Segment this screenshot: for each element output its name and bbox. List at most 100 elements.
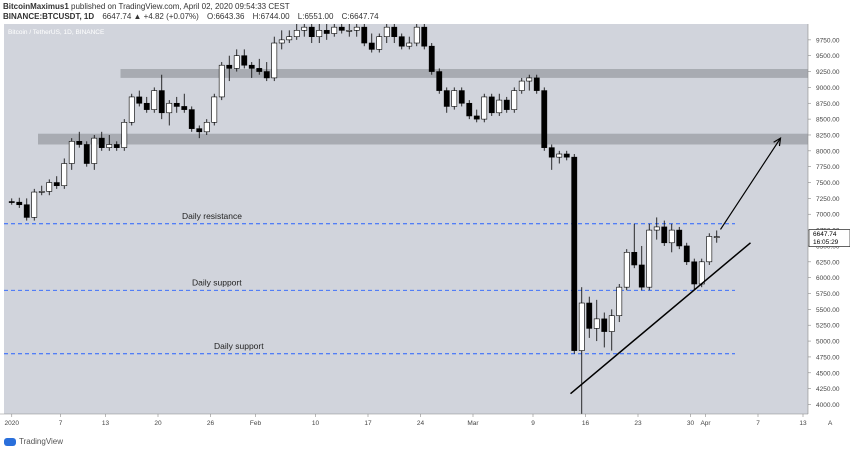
candle-body (548, 147, 555, 158)
price-tick-label: 8000.00 (816, 148, 840, 155)
candle-body (473, 115, 480, 120)
candle-body (646, 229, 653, 288)
price-tick-label: 6250.00 (816, 259, 840, 266)
price-tick-label: 5750.00 (816, 291, 840, 298)
candle-body (706, 236, 713, 263)
price-tick-label: 5000.00 (816, 339, 840, 346)
time-tick-label: 2020 (5, 420, 20, 427)
time-tick-label: 20 (154, 420, 162, 427)
candle-body (503, 99, 510, 110)
candle-body (106, 144, 113, 148)
price-tick-label: 4500.00 (816, 370, 840, 377)
candle-body (691, 261, 698, 285)
candle-body (608, 315, 615, 332)
candle-body (121, 121, 128, 148)
candle-body (308, 26, 315, 37)
chart-footer: TradingView (0, 433, 850, 451)
candle-body (76, 141, 83, 145)
candle-body (91, 137, 98, 164)
time-tick-label: Feb (250, 420, 262, 427)
time-axis (0, 414, 850, 433)
price-tick-label: 9250.00 (816, 69, 840, 76)
time-tick-label: Apr (700, 420, 711, 427)
candle-body (713, 236, 720, 238)
candle-body (421, 26, 428, 47)
candle-body (218, 64, 225, 98)
candle-body (233, 55, 240, 69)
time-tick-label: 7 (59, 420, 63, 427)
candle-body (46, 182, 53, 192)
candle-body (203, 121, 210, 133)
arrow-head (773, 136, 782, 147)
candle-body (451, 90, 458, 107)
candle-body (16, 201, 23, 206)
price-tick-label: 8750.00 (816, 101, 840, 108)
candle-body (211, 96, 218, 123)
candle-body (436, 71, 443, 91)
open-label: O: (207, 12, 216, 21)
candle-body (376, 36, 383, 50)
projection-arrow (719, 137, 782, 230)
candle-body (353, 26, 360, 31)
candle-body (271, 42, 278, 79)
candle-body (23, 204, 30, 218)
level-label: Daily support (192, 277, 242, 287)
close-value: 6647.74 (349, 12, 379, 21)
symbol-label[interactable]: BINANCE:BTCUSDT, 1D (3, 12, 95, 21)
tradingview-logo[interactable]: TradingView (4, 437, 63, 446)
candle-body (563, 153, 570, 158)
candle-body (83, 144, 90, 164)
candlestick-chart[interactable]: Bitcoin / TetherUS, 1D, BINANCE Daily res… (0, 24, 850, 433)
candle-body (398, 36, 405, 47)
candle-body (616, 286, 623, 317)
price-tick-label: 5500.00 (816, 307, 840, 314)
publish-info: published on TradingView.com, April 02, … (71, 2, 290, 11)
candle-body (593, 318, 600, 329)
candle-body (586, 302, 593, 329)
candle-body (113, 144, 120, 148)
candle-body (383, 26, 390, 37)
price-tick-label: 6500.00 (816, 243, 840, 250)
candle-body (316, 30, 323, 37)
candle-body (638, 264, 645, 288)
candle-body (458, 90, 465, 104)
candle-body (541, 90, 548, 148)
tradingview-icon (4, 437, 16, 446)
candle-body (151, 90, 158, 110)
time-tick-label: 7 (756, 420, 760, 427)
candle-body (481, 96, 488, 120)
candle-body (196, 128, 203, 133)
price-tick-label: 7000.00 (816, 212, 840, 219)
candle-body (661, 226, 668, 244)
high-label: H: (252, 12, 261, 21)
trend-line (570, 242, 751, 395)
candle-body (533, 77, 540, 91)
candle-body (488, 96, 495, 114)
high-value: 6744.00 (260, 12, 290, 21)
candle-body (128, 96, 135, 123)
countdown-label: 16:05:29 (813, 239, 839, 246)
low-label: L: (297, 12, 305, 21)
price-tick-label: 7500.00 (816, 180, 840, 187)
candle-body (263, 71, 270, 79)
level-label: Daily resistance (182, 211, 242, 221)
candle-body (368, 42, 375, 50)
price-tick-label: 5250.00 (816, 323, 840, 330)
time-tick-label: 13 (799, 420, 807, 427)
current-price-label: 6647.74 (813, 231, 837, 238)
candle-body (466, 102, 473, 117)
candle-body (293, 30, 300, 37)
price-tick-label: 6000.00 (816, 275, 840, 282)
author-name[interactable]: BitcoinMaximus1 (3, 2, 69, 11)
candle-body (301, 26, 308, 31)
time-tick-label: Mar (467, 420, 479, 427)
publish-line: BitcoinMaximus1 published on TradingView… (3, 2, 290, 11)
time-tick-label: 17 (364, 420, 372, 427)
price-axis (808, 24, 850, 414)
candle-body (256, 68, 263, 72)
candle-body (631, 251, 638, 266)
candle-body (248, 64, 255, 69)
candle-body (346, 30, 353, 32)
level-label: Daily support (214, 341, 264, 351)
price-tick-label: 7750.00 (816, 164, 840, 171)
